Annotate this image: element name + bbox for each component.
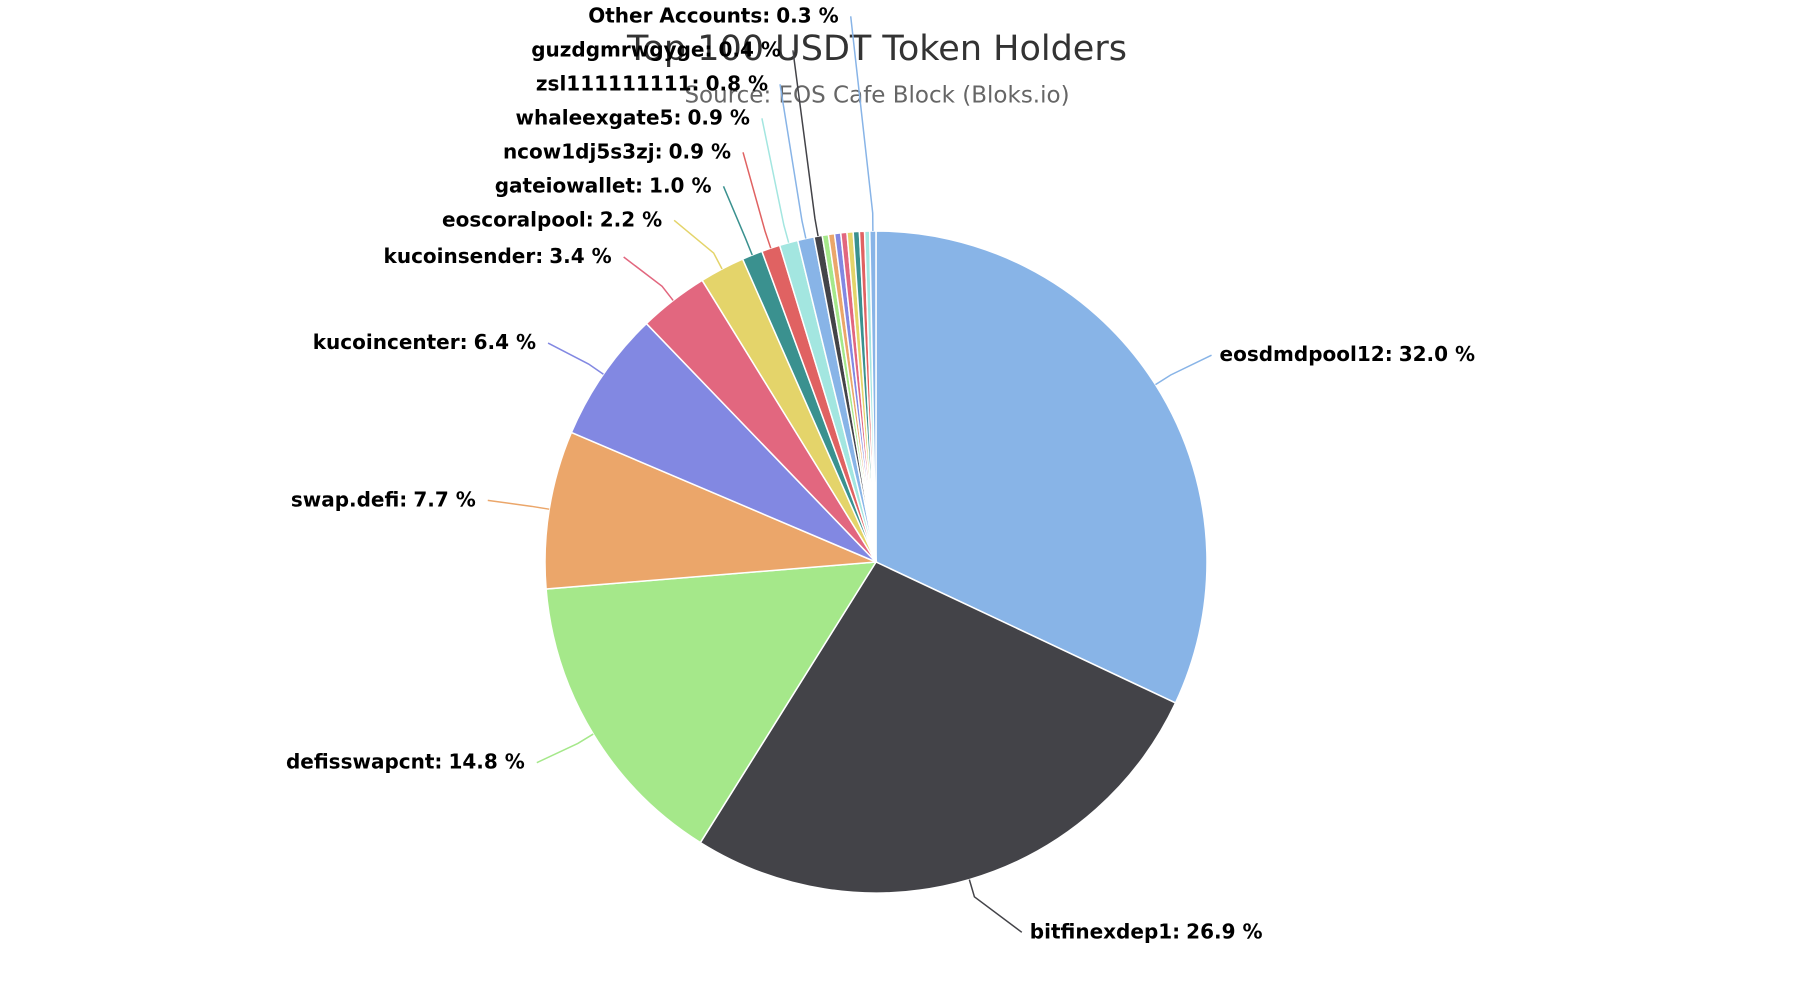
- data-label-name: eoscoralpool:: [442, 207, 594, 231]
- data-label: eosdmdpool12: 32.0 %: [1220, 342, 1476, 366]
- connector: [536, 733, 594, 764]
- connector: [742, 152, 772, 249]
- data-label-value: 0.4 %: [718, 37, 780, 61]
- data-label-value: 0.9 %: [669, 139, 731, 163]
- connector: [792, 50, 819, 237]
- data-label-value: 6.4 %: [474, 330, 536, 354]
- pie-slice: [570, 322, 877, 563]
- data-label-value: 2.2 %: [600, 207, 662, 231]
- data-label-name: bitfinexdep1:: [1030, 919, 1180, 943]
- chart-title: Top 100 USDT Token Holders: [626, 29, 1127, 69]
- data-label-value: 26.9 %: [1186, 919, 1262, 943]
- data-label: bitfinexdep1: 26.9 %: [1030, 919, 1263, 943]
- data-label-value: 3.4 %: [549, 244, 611, 268]
- data-label: kucoincenter: 6.4 %: [313, 330, 536, 354]
- connector: [673, 219, 723, 270]
- data-label: ncow1dj5s3zj: 0.9 %: [503, 139, 731, 163]
- data-label: whaleexgate5: 0.9 %: [516, 105, 750, 129]
- data-label-name: zsl111111111:: [536, 71, 700, 95]
- data-label-value: 0.8 %: [706, 71, 768, 95]
- data-label-name: guzdgmrwgyge:: [531, 37, 712, 61]
- data-label-name: eosdmdpool12:: [1220, 342, 1393, 366]
- data-label-name: ncow1dj5s3zj:: [503, 139, 663, 163]
- pie-slice: [544, 431, 877, 590]
- connector: [968, 879, 1023, 933]
- pie-slice: [699, 561, 1177, 894]
- data-label: Other Accounts: 0.3 %: [588, 3, 839, 27]
- connector: [623, 256, 674, 301]
- data-label-name: Other Accounts:: [588, 3, 770, 27]
- data-label: kucoinsender: 3.4 %: [384, 244, 612, 268]
- data-label-value: 32.0 %: [1399, 342, 1475, 366]
- connector: [722, 186, 753, 256]
- data-label: zsl111111111: 0.8 %: [536, 71, 768, 95]
- data-label: gateiowallet: 1.0 %: [495, 173, 712, 197]
- connector: [761, 118, 790, 243]
- pie-slice: [868, 230, 877, 563]
- connector: [849, 16, 874, 232]
- data-label-name: defisswapcnt:: [286, 749, 442, 773]
- data-label-name: swap.defi:: [291, 487, 408, 511]
- connector: [1155, 354, 1212, 386]
- chart-subtitle: Source: EOS Cafe Block (Bloks.io): [684, 83, 1069, 109]
- data-label-name: kucoinsender:: [384, 244, 544, 268]
- pie-slice: [545, 561, 878, 844]
- connector: [547, 342, 604, 375]
- data-label: defisswapcnt: 14.8 %: [286, 749, 525, 773]
- data-label-value: 0.3 %: [776, 3, 838, 27]
- connector: [779, 84, 807, 239]
- data-label-name: gateiowallet:: [495, 173, 643, 197]
- data-label: eoscoralpool: 2.2 %: [442, 207, 662, 231]
- connector: [487, 499, 550, 510]
- data-label-value: 14.8 %: [448, 749, 524, 773]
- data-label: guzdgmrwgyge: 0.4 %: [531, 37, 781, 61]
- data-label-name: kucoincenter:: [313, 330, 468, 354]
- data-label-name: whaleexgate5:: [516, 105, 682, 129]
- data-label: swap.defi: 7.7 %: [291, 487, 476, 511]
- data-label-value: 0.9 %: [687, 105, 749, 129]
- data-label-value: 7.7 %: [413, 487, 475, 511]
- data-label-value: 1.0 %: [649, 173, 711, 197]
